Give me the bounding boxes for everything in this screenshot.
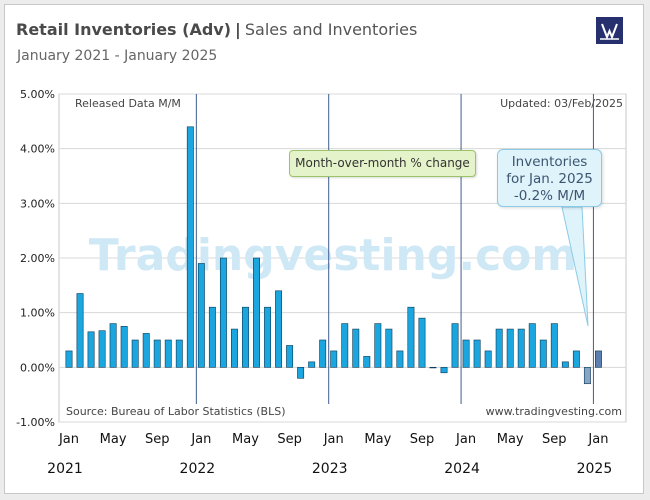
- x-tick-label: Jan: [58, 432, 79, 447]
- bar: [473, 339, 481, 368]
- callout-line-3: -0.2% M/M: [513, 188, 586, 204]
- updated-date-note: Updated: 03/Feb/2025: [500, 97, 623, 110]
- year-label: 2021: [47, 461, 83, 477]
- bar: [186, 126, 194, 368]
- bar: [219, 257, 227, 368]
- bar: [506, 328, 514, 368]
- bar: [197, 263, 205, 368]
- bar: [65, 350, 73, 368]
- bar: [98, 330, 106, 368]
- year-label: 2022: [180, 461, 216, 477]
- bar: [109, 323, 117, 368]
- y-tick-label: 3.00%: [20, 197, 55, 210]
- series-callout: Month-over-month % change: [289, 150, 476, 177]
- bar: [539, 339, 547, 368]
- bar: [418, 317, 426, 368]
- bar: [253, 257, 260, 368]
- callout-line-1: Inventories: [511, 154, 588, 170]
- bar: [517, 328, 525, 368]
- bar: [231, 328, 238, 368]
- y-tick-label: 1.00%: [20, 307, 55, 320]
- bar: [550, 323, 558, 368]
- bar: [297, 367, 305, 379]
- x-tick-label: Jan: [455, 432, 476, 447]
- x-tick-label: Jan: [587, 432, 608, 447]
- x-tick-label: May: [497, 432, 524, 447]
- title-main: Retail Inventories (Adv): [16, 20, 232, 39]
- x-tick-label: Sep: [145, 432, 170, 447]
- bar: [528, 323, 536, 368]
- bar: [131, 339, 139, 368]
- bar: [407, 306, 415, 368]
- bar: [330, 350, 338, 368]
- x-tick-label: Jan: [323, 432, 344, 447]
- x-tick-label: Sep: [410, 432, 435, 447]
- y-tick-label: -1.00%: [16, 416, 55, 429]
- x-tick-label: May: [232, 432, 259, 447]
- x-tick-label: Jan: [190, 432, 211, 447]
- bar: [242, 306, 249, 368]
- bar: [484, 350, 492, 368]
- website-note: www.tradingvesting.com: [486, 405, 622, 418]
- bar: [153, 339, 161, 368]
- title-rest: Sales and Inventories: [244, 20, 418, 39]
- tradingvesting-logo-icon[interactable]: [596, 17, 623, 44]
- bar: [208, 306, 216, 368]
- last-value-callout: Inventories for Jan. 2025 -0.2% M/M: [497, 149, 602, 207]
- y-tick-label: 4.00%: [20, 143, 55, 156]
- bar: [594, 350, 602, 368]
- x-tick-label: May: [100, 432, 127, 447]
- bar: [308, 361, 316, 368]
- bar: [175, 339, 183, 368]
- bar: [87, 331, 95, 368]
- bar: [374, 323, 382, 368]
- bar: [495, 328, 503, 368]
- bar: [142, 333, 150, 368]
- y-tick-label: 2.00%: [20, 252, 55, 265]
- y-tick-label: 5.00%: [20, 88, 55, 101]
- bar: [385, 328, 393, 368]
- x-tick-label: Sep: [277, 432, 302, 447]
- bar: [363, 356, 371, 368]
- bar: [275, 290, 283, 368]
- bar: [352, 328, 360, 368]
- bar: [561, 361, 569, 368]
- bar: [572, 350, 580, 368]
- year-label: 2024: [444, 461, 480, 477]
- bar: [264, 306, 271, 368]
- bar: [319, 339, 327, 368]
- watermark: Tradingvesting.com: [89, 230, 578, 281]
- chart-subtitle: January 2021 - January 2025: [17, 48, 218, 64]
- chart-title: Retail Inventories (Adv) | Sales and Inven…: [16, 20, 417, 39]
- year-label: 2025: [577, 461, 613, 477]
- bar: [583, 367, 591, 385]
- bar: [440, 367, 448, 374]
- title-separator: |: [235, 20, 241, 39]
- callout-pointer: [561, 206, 589, 327]
- y-tick-label: 0.00%: [20, 361, 55, 374]
- x-tick-label: Sep: [542, 432, 567, 447]
- year-label: 2023: [312, 461, 348, 477]
- bar: [462, 339, 470, 368]
- chart-frame: [4, 4, 644, 494]
- bar: [76, 293, 84, 368]
- bar: [429, 367, 437, 369]
- released-data-note: Released Data M/M: [75, 97, 181, 110]
- source-note: Source: Bureau of Labor Statistics (BLS): [66, 405, 285, 418]
- bar: [451, 323, 459, 368]
- bar: [120, 326, 128, 368]
- bar: [164, 339, 172, 368]
- bar: [396, 350, 404, 368]
- callout-line-2: for Jan. 2025: [506, 171, 593, 187]
- x-tick-label: May: [364, 432, 391, 447]
- bar: [341, 323, 349, 368]
- bar: [286, 345, 294, 368]
